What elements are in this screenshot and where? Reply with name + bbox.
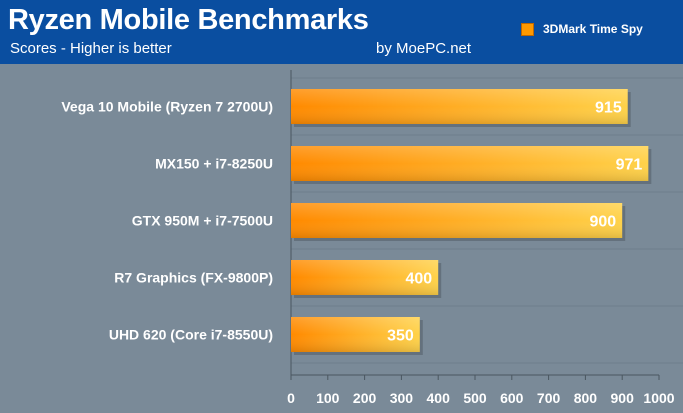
x-tick-label: 800 (574, 390, 598, 406)
category-label: GTX 950M + i7-7500U (132, 213, 273, 229)
x-tick-label: 600 (500, 390, 524, 406)
legend-swatch (521, 22, 534, 36)
chart-legend: 3DMark Time Spy (521, 22, 643, 36)
x-tick-label: 300 (390, 390, 414, 406)
data-label: 915 (595, 100, 622, 117)
x-tick-label: 700 (537, 390, 561, 406)
bar-highlight (291, 317, 420, 352)
x-tick-label: 1000 (643, 390, 674, 406)
data-label: 900 (589, 214, 616, 231)
category-label: R7 Graphics (FX-9800P) (114, 270, 273, 286)
category-label: Vega 10 Mobile (Ryzen 7 2700U) (61, 99, 273, 115)
bar-highlight (291, 89, 628, 124)
x-tick-label: 900 (611, 390, 635, 406)
x-tick-label: 400 (427, 390, 451, 406)
x-tick-label: 500 (463, 390, 487, 406)
x-tick-label: 100 (316, 390, 340, 406)
bar-highlight (291, 260, 439, 295)
bar-chart: 0 100 200 300 400 500 600 700 800 900 1000 915 Vega … (61, 70, 683, 406)
chart-header: Ryzen Mobile Benchmarks Scores - Higher … (0, 0, 683, 64)
chart-subtitle: Scores - Higher is better (10, 40, 172, 57)
chart-title: Ryzen Mobile Benchmarks (8, 4, 369, 36)
x-tick-label: 200 (353, 390, 377, 406)
data-label: 350 (387, 328, 414, 345)
bar-highlight (291, 146, 649, 181)
data-label: 971 (616, 157, 643, 174)
chart-credit: by MoePC.net (376, 40, 472, 57)
plot-area: 0 100 200 300 400 500 600 700 800 900 1000 915 Vega … (0, 70, 683, 413)
category-label: UHD 620 (Core i7-8550U) (109, 327, 273, 343)
bar-highlight (291, 203, 623, 238)
legend-label: 3DMark Time Spy (543, 22, 643, 36)
data-label: 400 (405, 271, 432, 288)
category-label: MX150 + i7-8250U (155, 156, 273, 172)
x-tick-label: 0 (287, 390, 295, 406)
